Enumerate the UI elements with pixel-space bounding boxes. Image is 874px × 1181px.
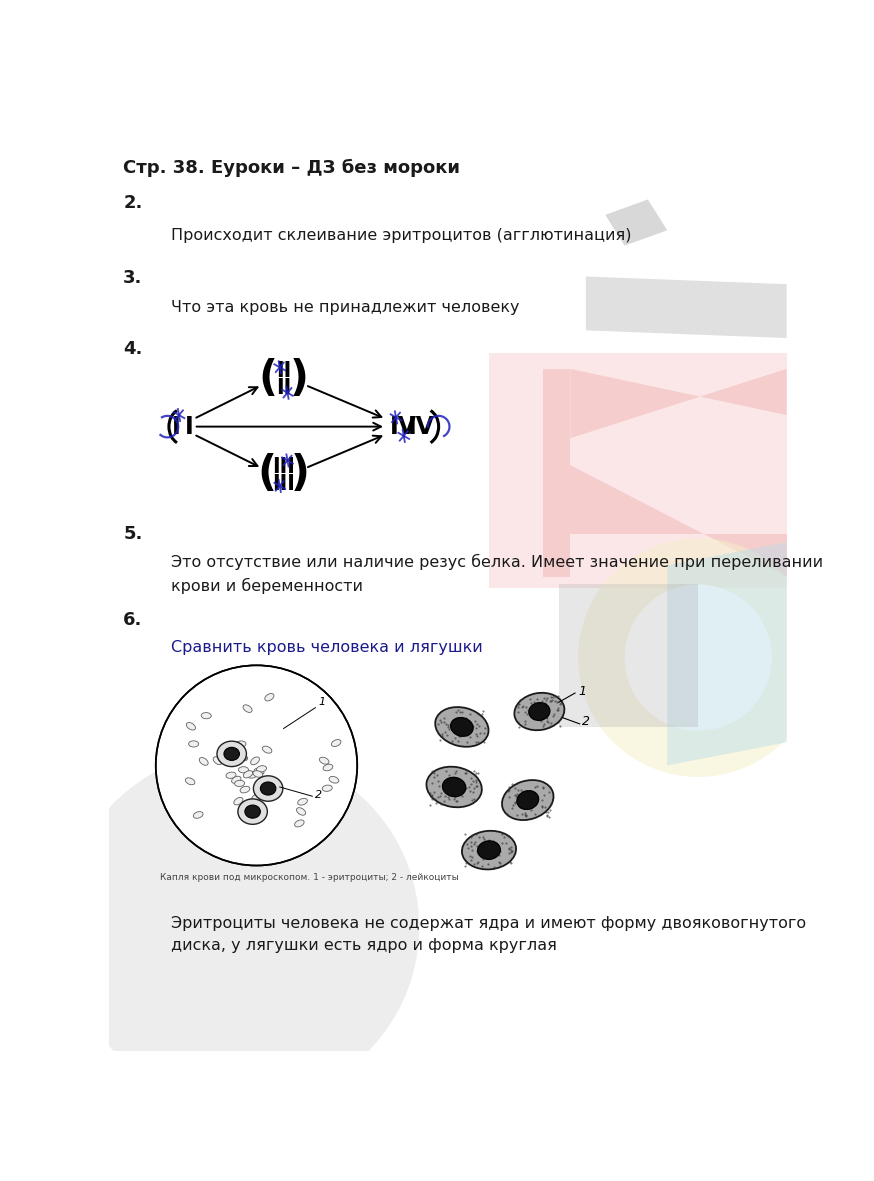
Text: Стр. 38. Еуроки – ДЗ без мороки: Стр. 38. Еуроки – ДЗ без мороки [123,158,461,177]
Polygon shape [586,276,787,338]
Ellipse shape [224,748,239,761]
Ellipse shape [232,776,241,783]
Text: I: I [184,415,193,438]
Text: 1: 1 [318,697,326,707]
Ellipse shape [234,797,243,805]
Text: (: ( [259,358,278,400]
Text: ): ) [289,358,309,400]
Polygon shape [571,465,787,576]
Circle shape [156,665,357,866]
Polygon shape [544,368,571,576]
Ellipse shape [319,757,329,764]
Ellipse shape [238,753,247,761]
Text: 4.: 4. [123,340,142,358]
Ellipse shape [515,693,565,730]
Ellipse shape [251,757,260,765]
Ellipse shape [269,781,280,787]
Ellipse shape [199,757,208,765]
Ellipse shape [502,781,553,820]
Text: 2.: 2. [123,194,142,213]
Text: II: II [276,361,291,381]
Circle shape [578,539,818,777]
Text: III: III [272,474,295,494]
Ellipse shape [427,766,482,808]
Ellipse shape [238,752,247,759]
Text: Капля крови под микроскопом. 1 - эритроциты; 2 - лейкоциты: Капля крови под микроскопом. 1 - эритроц… [160,873,458,882]
Text: 5.: 5. [123,526,142,543]
Ellipse shape [477,841,501,860]
Text: 1: 1 [578,685,586,698]
Ellipse shape [233,757,242,764]
Ellipse shape [263,785,274,791]
Ellipse shape [185,778,195,784]
Text: Что эта кровь не принадлежит человеку: Что эта кровь не принадлежит человеку [171,300,520,314]
Text: IV: IV [408,415,435,438]
Polygon shape [606,200,667,246]
Text: 2: 2 [315,790,322,800]
Ellipse shape [240,787,250,792]
Text: ): ) [291,454,310,495]
Ellipse shape [260,782,276,795]
Ellipse shape [254,769,264,775]
Polygon shape [667,542,787,765]
Ellipse shape [451,718,473,736]
Polygon shape [571,368,787,438]
Ellipse shape [217,742,246,766]
Text: Это отсутствие или наличие резус белка. Имеет значение при переливании
крови и б: Это отсутствие или наличие резус белка. … [171,554,823,594]
Text: III: III [272,457,295,477]
Ellipse shape [529,703,550,720]
Ellipse shape [323,764,333,771]
Ellipse shape [435,707,489,746]
Ellipse shape [442,777,466,797]
Polygon shape [558,585,698,727]
Ellipse shape [323,785,332,791]
Ellipse shape [257,765,267,772]
Ellipse shape [253,776,283,801]
Text: Происходит склеивание эритроцитов (агглютинация): Происходит склеивание эритроцитов (агглю… [171,228,632,243]
Ellipse shape [262,746,272,753]
Text: (: ( [257,454,276,495]
Polygon shape [489,353,787,588]
Ellipse shape [243,771,253,778]
Ellipse shape [238,798,267,824]
Circle shape [63,750,420,1104]
Ellipse shape [331,739,341,746]
Text: Сравнить кровь человека и лягушки: Сравнить кровь человека и лягушки [171,640,483,655]
Ellipse shape [253,771,263,777]
Ellipse shape [239,766,248,772]
Text: 6.: 6. [123,612,142,629]
Text: II: II [276,378,291,398]
Ellipse shape [517,790,538,809]
Ellipse shape [247,771,258,778]
Ellipse shape [234,781,245,787]
Ellipse shape [265,693,274,700]
Ellipse shape [252,794,261,801]
Ellipse shape [193,811,203,818]
Ellipse shape [329,776,339,783]
Ellipse shape [226,772,236,778]
Ellipse shape [295,820,304,827]
Circle shape [625,585,772,731]
Ellipse shape [230,743,239,751]
Ellipse shape [298,798,308,805]
Text: I: I [172,415,181,438]
Text: 2: 2 [582,716,590,729]
Ellipse shape [236,740,246,748]
Ellipse shape [213,757,222,764]
Text: Эритроциты человека не содержат ядра и имеют форму двояковогнутого
диска, у лягу: Эритроциты человека не содержат ядра и и… [171,915,807,953]
Ellipse shape [189,740,198,748]
Ellipse shape [245,805,260,818]
Ellipse shape [462,830,516,869]
Ellipse shape [296,808,306,815]
Text: IV: IV [390,415,417,438]
Ellipse shape [243,705,252,712]
Ellipse shape [201,712,212,719]
Text: 3.: 3. [123,269,142,287]
Ellipse shape [186,723,196,730]
